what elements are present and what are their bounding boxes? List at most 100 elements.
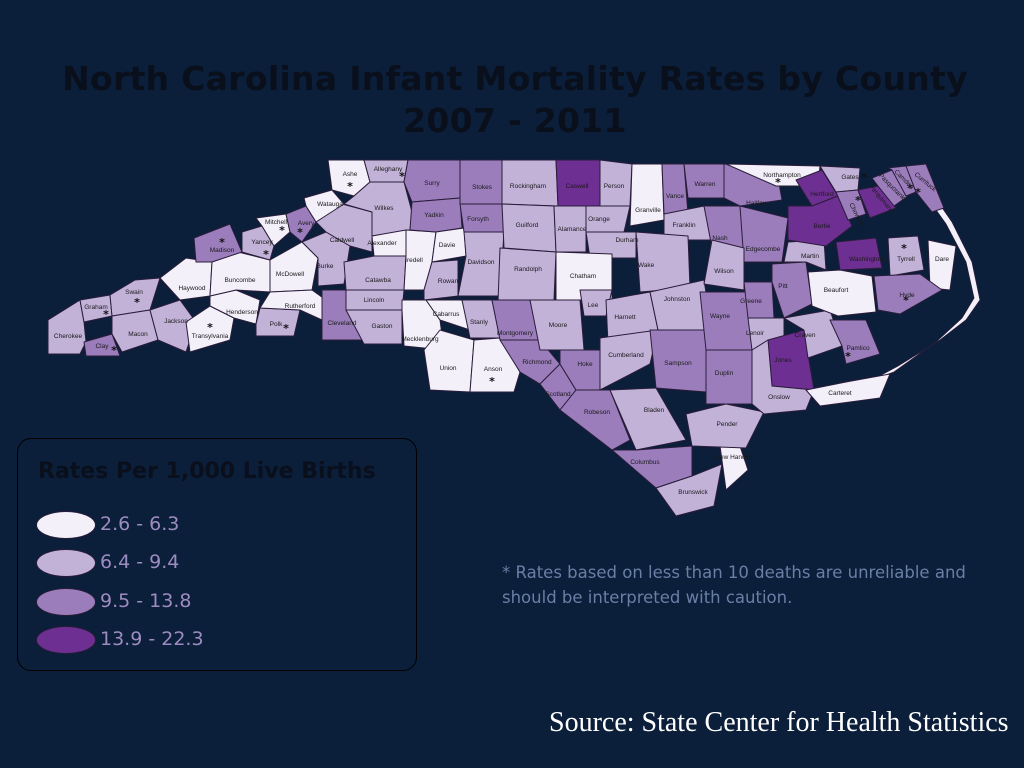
county-label-stanly: Stanly	[470, 319, 489, 326]
county-tyrrell	[887, 235, 925, 277]
county-transylvania	[185, 305, 235, 353]
county-swain	[109, 277, 161, 317]
county-onslow	[751, 339, 815, 415]
unreliable-star-yancey: *	[263, 248, 269, 261]
county-label-warren: Warren	[694, 181, 715, 188]
legend-label-3: 9.5 - 13.8	[100, 590, 192, 612]
county-haywood	[159, 257, 213, 301]
county-label-caswell: Caswell	[566, 183, 589, 190]
county-union	[423, 329, 475, 393]
county-pasquotank	[871, 169, 909, 207]
county-watauga	[303, 189, 345, 223]
county-label-hertford: Hertford	[810, 191, 834, 198]
county-label-cherokee: Cherokee	[54, 333, 83, 340]
county-label-beaufort: Beaufort	[824, 287, 849, 294]
county-beaufort	[807, 269, 877, 317]
county-label-randolph: Randolph	[514, 266, 542, 273]
county-alamance	[553, 205, 587, 253]
county-label-onslow: Onslow	[768, 394, 790, 401]
county-carteret	[805, 373, 891, 407]
county-label-gaston: Gaston	[372, 323, 393, 330]
county-label-wayne: Wayne	[710, 313, 730, 320]
county-columbus	[611, 445, 693, 489]
county-label-craven: Craven	[795, 332, 816, 339]
title-line-1: North Carolina Infant Mortality Rates by…	[62, 59, 968, 98]
county-label-harnett: Harnett	[614, 314, 636, 321]
county-label-moore: Moore	[549, 322, 568, 329]
county-label-jackson: Jackson	[164, 318, 188, 325]
legend-swatch-1	[36, 511, 96, 539]
unreliable-star-currituck: *	[915, 186, 921, 199]
county-label-swain: Swain	[125, 289, 143, 296]
legend-swatch-3	[36, 588, 96, 616]
county-label-granville: Granville	[635, 207, 661, 214]
county-label-wake: Wake	[638, 262, 655, 269]
county-label-watauga: Watauga	[317, 201, 343, 208]
unreliable-star-polk: *	[283, 322, 289, 335]
unreliable-star-hyde: *	[903, 294, 909, 307]
county-brunswick	[655, 463, 723, 517]
county-label-chatham: Chatham	[570, 273, 596, 280]
unreliable-star-avery: *	[297, 226, 303, 239]
footnote: * Rates based on less than 10 deaths are…	[502, 563, 966, 607]
county-label-mecklenburg: Mecklenburg	[401, 336, 439, 343]
county-label-columbus: Columbus	[630, 459, 660, 466]
county-rowan	[423, 259, 459, 301]
county-wilson	[703, 239, 745, 291]
legend-swatch-4	[36, 626, 96, 654]
county-label-pamlico: Pamlico	[846, 345, 870, 352]
legend-item-2: 6.4 - 9.4	[36, 549, 336, 579]
county-label-yancey: Yancey	[251, 239, 273, 246]
county-macon	[111, 309, 159, 353]
county-label-forsyth: Forsyth	[467, 216, 489, 223]
county-label-iredell: Iredell	[405, 257, 423, 264]
county-label-sampson: Sampson	[664, 360, 692, 367]
county-label-greene: Greene	[740, 298, 762, 305]
county-label-burke: Burke	[317, 263, 334, 270]
county-currituck	[905, 163, 945, 213]
county-label-mcdowell: McDowell	[276, 271, 305, 278]
legend-item-3: 9.5 - 13.8	[36, 588, 336, 618]
legend-box: Rates Per 1,000 Live Births 2.6 - 6.3 6.…	[17, 438, 417, 671]
unreliable-star-clay: *	[111, 344, 117, 357]
county-label-montgomery: Montgomery	[497, 330, 534, 337]
county-lee	[579, 289, 613, 317]
county-bertie	[787, 195, 853, 247]
unreliable-star-pamlico: *	[845, 350, 851, 363]
county-durham	[585, 231, 637, 259]
county-label-richmond: Richmond	[522, 359, 552, 366]
county-label-anson: Anson	[484, 366, 503, 373]
county-label-catawba: Catawba	[365, 277, 391, 284]
county-camden	[887, 165, 917, 197]
county-polk	[255, 307, 301, 337]
county-label-carteret: Carteret	[828, 390, 852, 397]
county-label-haywood: Haywood	[178, 285, 205, 292]
county-label-pender: Pender	[717, 421, 739, 428]
county-label-alleghany: Alleghany	[374, 166, 403, 173]
county-cumberland	[599, 329, 659, 391]
unreliable-star-northampton: *	[775, 176, 781, 189]
county-perquimans	[857, 185, 897, 219]
legend-item-4: 13.9 - 22.3	[36, 626, 336, 656]
county-label-avery: Avery	[298, 220, 315, 227]
county-label-orange: Orange	[588, 216, 610, 223]
unreliable-star-ashe: *	[347, 180, 353, 193]
title-line-2: 2007 - 2011	[403, 101, 627, 140]
county-label-macon: Macon	[128, 331, 148, 338]
county-robeson	[559, 389, 631, 451]
county-label-robeson: Robeson	[584, 409, 610, 416]
county-pitt	[771, 261, 813, 319]
county-label-pitt: Pitt	[778, 283, 788, 290]
county-label-lincoln: Lincoln	[364, 297, 385, 304]
county-gaston	[345, 309, 403, 345]
county-dare	[927, 239, 957, 291]
county-label-henderson: Henderson	[226, 309, 258, 316]
county-duplin	[705, 349, 753, 405]
county-label-new-hanover: New Hanover	[715, 454, 755, 461]
county-label-transylvania: Transylvania	[192, 333, 229, 340]
county-label-wilkes: Wilkes	[374, 205, 394, 212]
county-label-scotland: Scotland	[545, 391, 571, 398]
unreliable-star-swain: *	[134, 296, 140, 309]
county-label-guilford: Guilford	[516, 222, 539, 229]
